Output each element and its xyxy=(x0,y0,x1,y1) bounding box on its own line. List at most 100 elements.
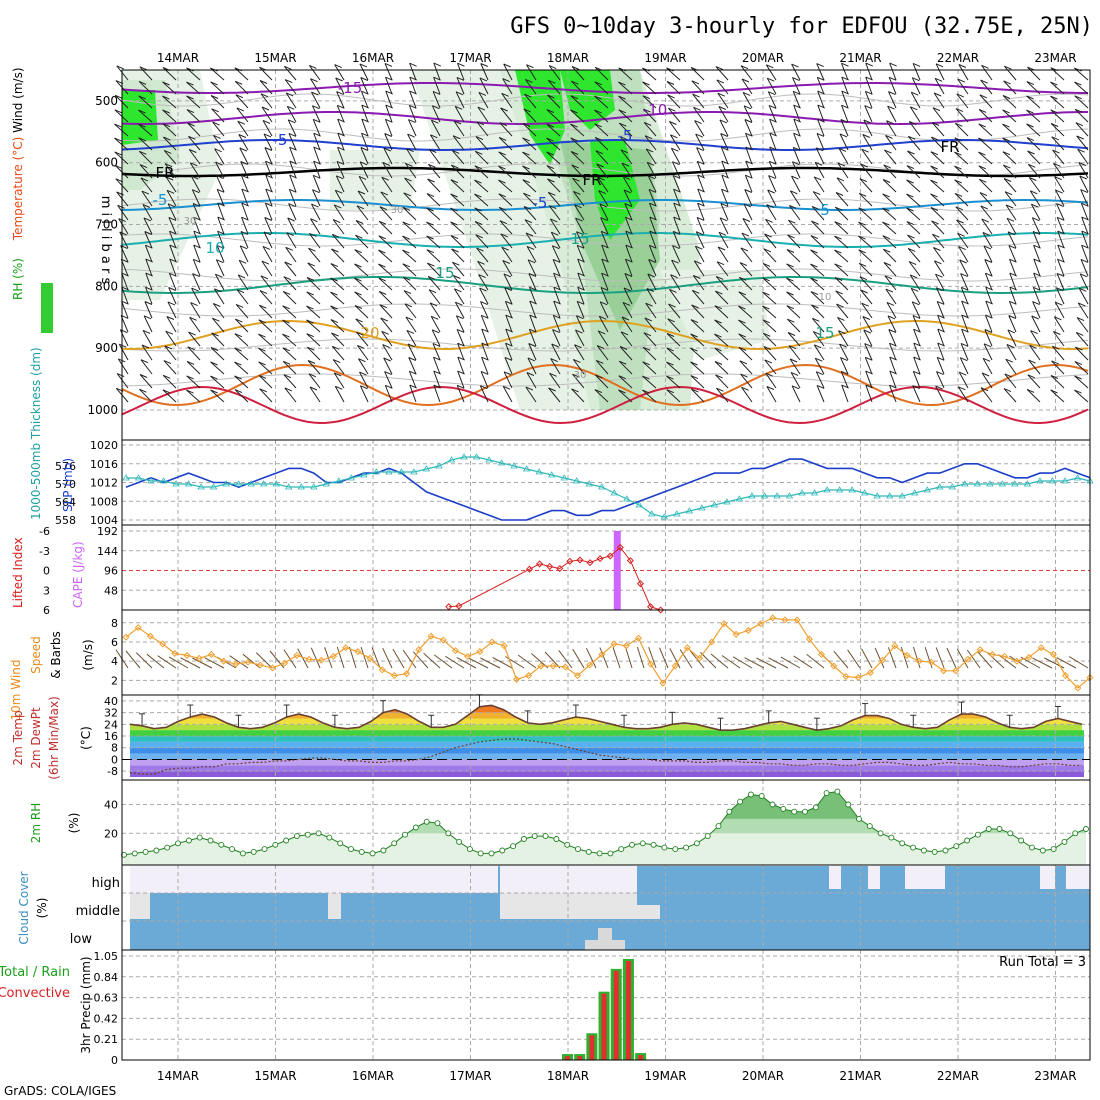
wind-barb xyxy=(1053,163,1065,179)
wind-barb-flag xyxy=(289,188,297,193)
wind-barb-flag xyxy=(1009,286,1017,291)
wind-barb-flag xyxy=(787,332,796,336)
wind-barb xyxy=(264,147,273,165)
wind-barb xyxy=(601,258,609,277)
cloud-row-middle: middle xyxy=(76,904,120,919)
wind-barb xyxy=(432,343,441,361)
wind-barb xyxy=(671,259,681,277)
wind10m-barb xyxy=(935,647,945,669)
wind-barb xyxy=(1002,123,1017,137)
wind10m-barb xyxy=(1056,657,1077,669)
wind-barb xyxy=(433,62,441,81)
wind-barb-flag xyxy=(958,246,966,251)
wind-barb-flag xyxy=(193,244,201,249)
wind-barb xyxy=(169,258,177,277)
wind-barb-flag xyxy=(476,121,485,126)
wind-barb-flag xyxy=(860,163,868,168)
thickness-marker xyxy=(535,468,543,475)
wind-barb-flag xyxy=(793,90,801,95)
wind-barb xyxy=(284,387,297,403)
wind-barb xyxy=(721,160,729,179)
wind-barb xyxy=(570,137,585,151)
wind-barb-flag xyxy=(337,146,345,151)
wind-barb xyxy=(786,277,801,291)
thickness-marker xyxy=(347,474,356,481)
thickness-line xyxy=(126,456,1091,518)
wind-barb-flag xyxy=(673,230,681,235)
wind-speed-marker xyxy=(683,644,691,652)
wind-barb-flag xyxy=(193,258,201,263)
precip-conv-label: Convective xyxy=(0,986,70,1001)
wind-barb-flag xyxy=(1080,258,1089,263)
wind-barb xyxy=(1031,315,1041,333)
wind-barb-flag xyxy=(738,305,746,310)
wind-barb-flag xyxy=(978,137,986,142)
wind-barb xyxy=(837,162,849,179)
wind-barb-flag xyxy=(666,361,674,366)
wind-barb xyxy=(213,135,225,151)
wind-barb xyxy=(887,315,897,333)
wind-barb-flag xyxy=(475,234,483,239)
wind-barb xyxy=(283,276,297,291)
wind-barb-flag xyxy=(234,375,242,380)
wind-barb-flag xyxy=(813,191,821,196)
wind-barb-flag xyxy=(666,333,675,337)
wind-barb-flag xyxy=(241,216,249,221)
wind-barb xyxy=(474,179,489,193)
wind-barb xyxy=(1006,218,1017,235)
wind-barb xyxy=(671,161,681,179)
wind-barb xyxy=(741,78,753,95)
wind-barb-flag xyxy=(210,95,219,99)
thickness-marker xyxy=(385,468,393,475)
wind-barb-flag xyxy=(191,175,199,180)
wind-barb-flag xyxy=(625,216,633,221)
wind-barb-flag xyxy=(956,219,964,224)
wind-barb xyxy=(307,360,321,375)
wind-barb xyxy=(745,133,753,151)
date-label-top: 18MAR xyxy=(547,51,589,65)
wind10m-barb xyxy=(371,647,381,669)
rh-marker xyxy=(888,834,895,841)
wind-barb xyxy=(186,109,201,123)
wind-barb xyxy=(886,302,897,319)
thickness-marker xyxy=(297,483,305,490)
contour-label: -5 xyxy=(273,131,288,149)
wind-barb-flag xyxy=(1005,204,1014,209)
cloud-unit: (%) xyxy=(35,898,49,919)
wind-barb-flag xyxy=(1003,164,1011,169)
wind-barb-flag xyxy=(792,161,800,166)
wind-barb xyxy=(289,160,297,179)
wind-barb xyxy=(739,360,753,375)
thickness-marker xyxy=(122,474,130,481)
wind-barb xyxy=(1005,204,1017,221)
wind-barb-flag xyxy=(265,174,273,179)
wind-barb-flag xyxy=(143,315,152,320)
wind-barb-flag xyxy=(138,123,146,128)
wind-barb-flag xyxy=(169,244,177,249)
wind-barb xyxy=(907,135,921,151)
wind-barb xyxy=(618,360,633,375)
wind-barb-flag xyxy=(885,288,894,293)
wind-barb-flag xyxy=(666,347,674,352)
wind-barb-flag xyxy=(907,234,915,239)
wind-barb-flag xyxy=(571,164,579,169)
wind-barb xyxy=(234,361,249,375)
wind-barb xyxy=(192,203,201,221)
wind10m-barb xyxy=(392,648,405,669)
wind-barb-flag xyxy=(834,249,842,254)
wind-barb-flag xyxy=(933,92,942,97)
thickness-marker xyxy=(322,480,331,487)
wind-barb xyxy=(575,217,585,235)
wind-barb xyxy=(312,119,321,137)
wind-speed-marker xyxy=(964,655,972,663)
wind-barb xyxy=(956,219,969,235)
wind-barb-flag xyxy=(622,301,631,306)
wind-barb-flag xyxy=(577,258,585,263)
wind-barb-flag xyxy=(957,232,965,237)
wind-barb-flag xyxy=(117,204,125,209)
wind-barb xyxy=(906,179,921,193)
wind-barb-flag xyxy=(1007,329,1016,334)
wind-barb-flag xyxy=(816,63,824,68)
wind-barb-flag xyxy=(1075,108,1083,113)
